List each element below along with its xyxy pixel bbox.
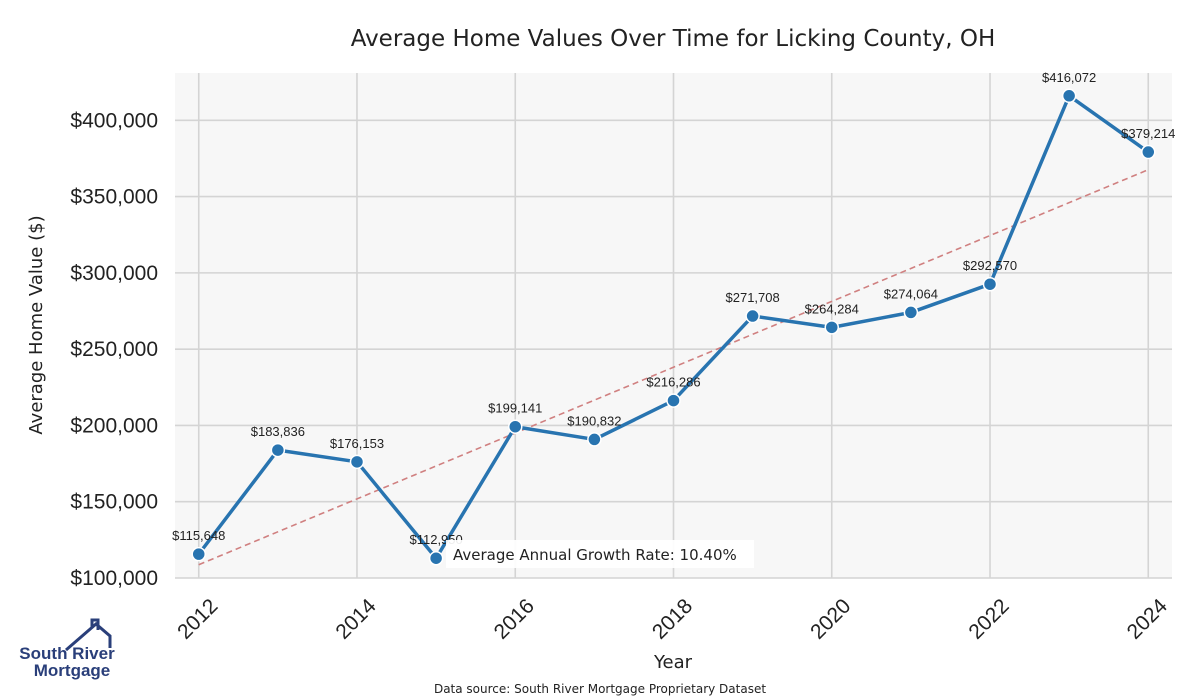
trendline [198, 168, 1149, 566]
y-tick-label: $150,000 [70, 491, 158, 514]
y-tick-label: $200,000 [70, 414, 158, 437]
y-tick-label: $250,000 [70, 338, 158, 361]
x-tick-label: 2022 [964, 594, 1013, 643]
data-point [745, 308, 760, 324]
data-point [428, 550, 444, 566]
x-tick-label: 2018 [648, 594, 697, 643]
y-tick-label: $350,000 [70, 186, 158, 209]
data-label: $416,072 [1042, 70, 1096, 85]
data-label: $176,153 [330, 436, 384, 451]
data-label: $292,570 [963, 258, 1017, 273]
data-point [191, 546, 206, 562]
data-label: $199,141 [488, 401, 542, 416]
data-label: $274,064 [884, 286, 938, 301]
x-tick-label: 2024 [1123, 594, 1173, 644]
data-label: $190,832 [567, 413, 621, 428]
data-label: $379,214 [1121, 126, 1175, 141]
data-point [587, 432, 602, 447]
data-label: $271,708 [726, 290, 780, 305]
y-tick-label: $100,000 [70, 567, 158, 590]
house-roof-icon [65, 618, 112, 652]
data-point [903, 305, 919, 320]
data-point [349, 454, 365, 470]
data-label: $183,836 [251, 424, 305, 439]
data-label: $115,648 [172, 528, 225, 543]
company-logo: South River Mortgage [19, 618, 115, 680]
data-point [507, 419, 523, 434]
data-point [1141, 144, 1156, 160]
x-axis-label: Year [653, 652, 693, 673]
data-point [666, 393, 681, 408]
x-tick-label: 2012 [173, 594, 222, 643]
logo-text-line1: South River [19, 644, 115, 663]
data-points [191, 88, 1156, 566]
grid [175, 73, 1172, 579]
x-axis-ticks: 2012 2014 2016 2018 2020 2022 2024 [173, 594, 1172, 644]
y-tick-label: $400,000 [70, 109, 158, 132]
x-tick-label: 2014 [331, 594, 381, 644]
data-point [824, 320, 840, 335]
data-point [982, 276, 998, 292]
data-point [1061, 88, 1077, 104]
x-tick-label: 2020 [806, 594, 855, 643]
source-note: Data source: South River Mortgage Propri… [434, 682, 766, 696]
growth-annotation-text: Average Annual Growth Rate: 10.40% [453, 546, 737, 564]
y-axis-label: Average Home Value ($) [26, 215, 47, 434]
data-label: $216,286 [646, 375, 700, 390]
x-tick-label: 2016 [490, 594, 539, 643]
y-tick-label: $300,000 [70, 262, 158, 285]
chart-title: Average Home Values Over Time for Lickin… [351, 26, 996, 52]
logo-text-line2: Mortgage [34, 661, 111, 680]
y-axis-ticks: $100,000 $150,000 $200,000 $250,000 $300,000… [70, 109, 158, 590]
data-point [270, 442, 286, 458]
growth-annotation-box [446, 540, 754, 568]
growth-annotation: Average Annual Growth Rate: 10.40% [446, 540, 754, 568]
data-label: $264,284 [805, 301, 859, 316]
